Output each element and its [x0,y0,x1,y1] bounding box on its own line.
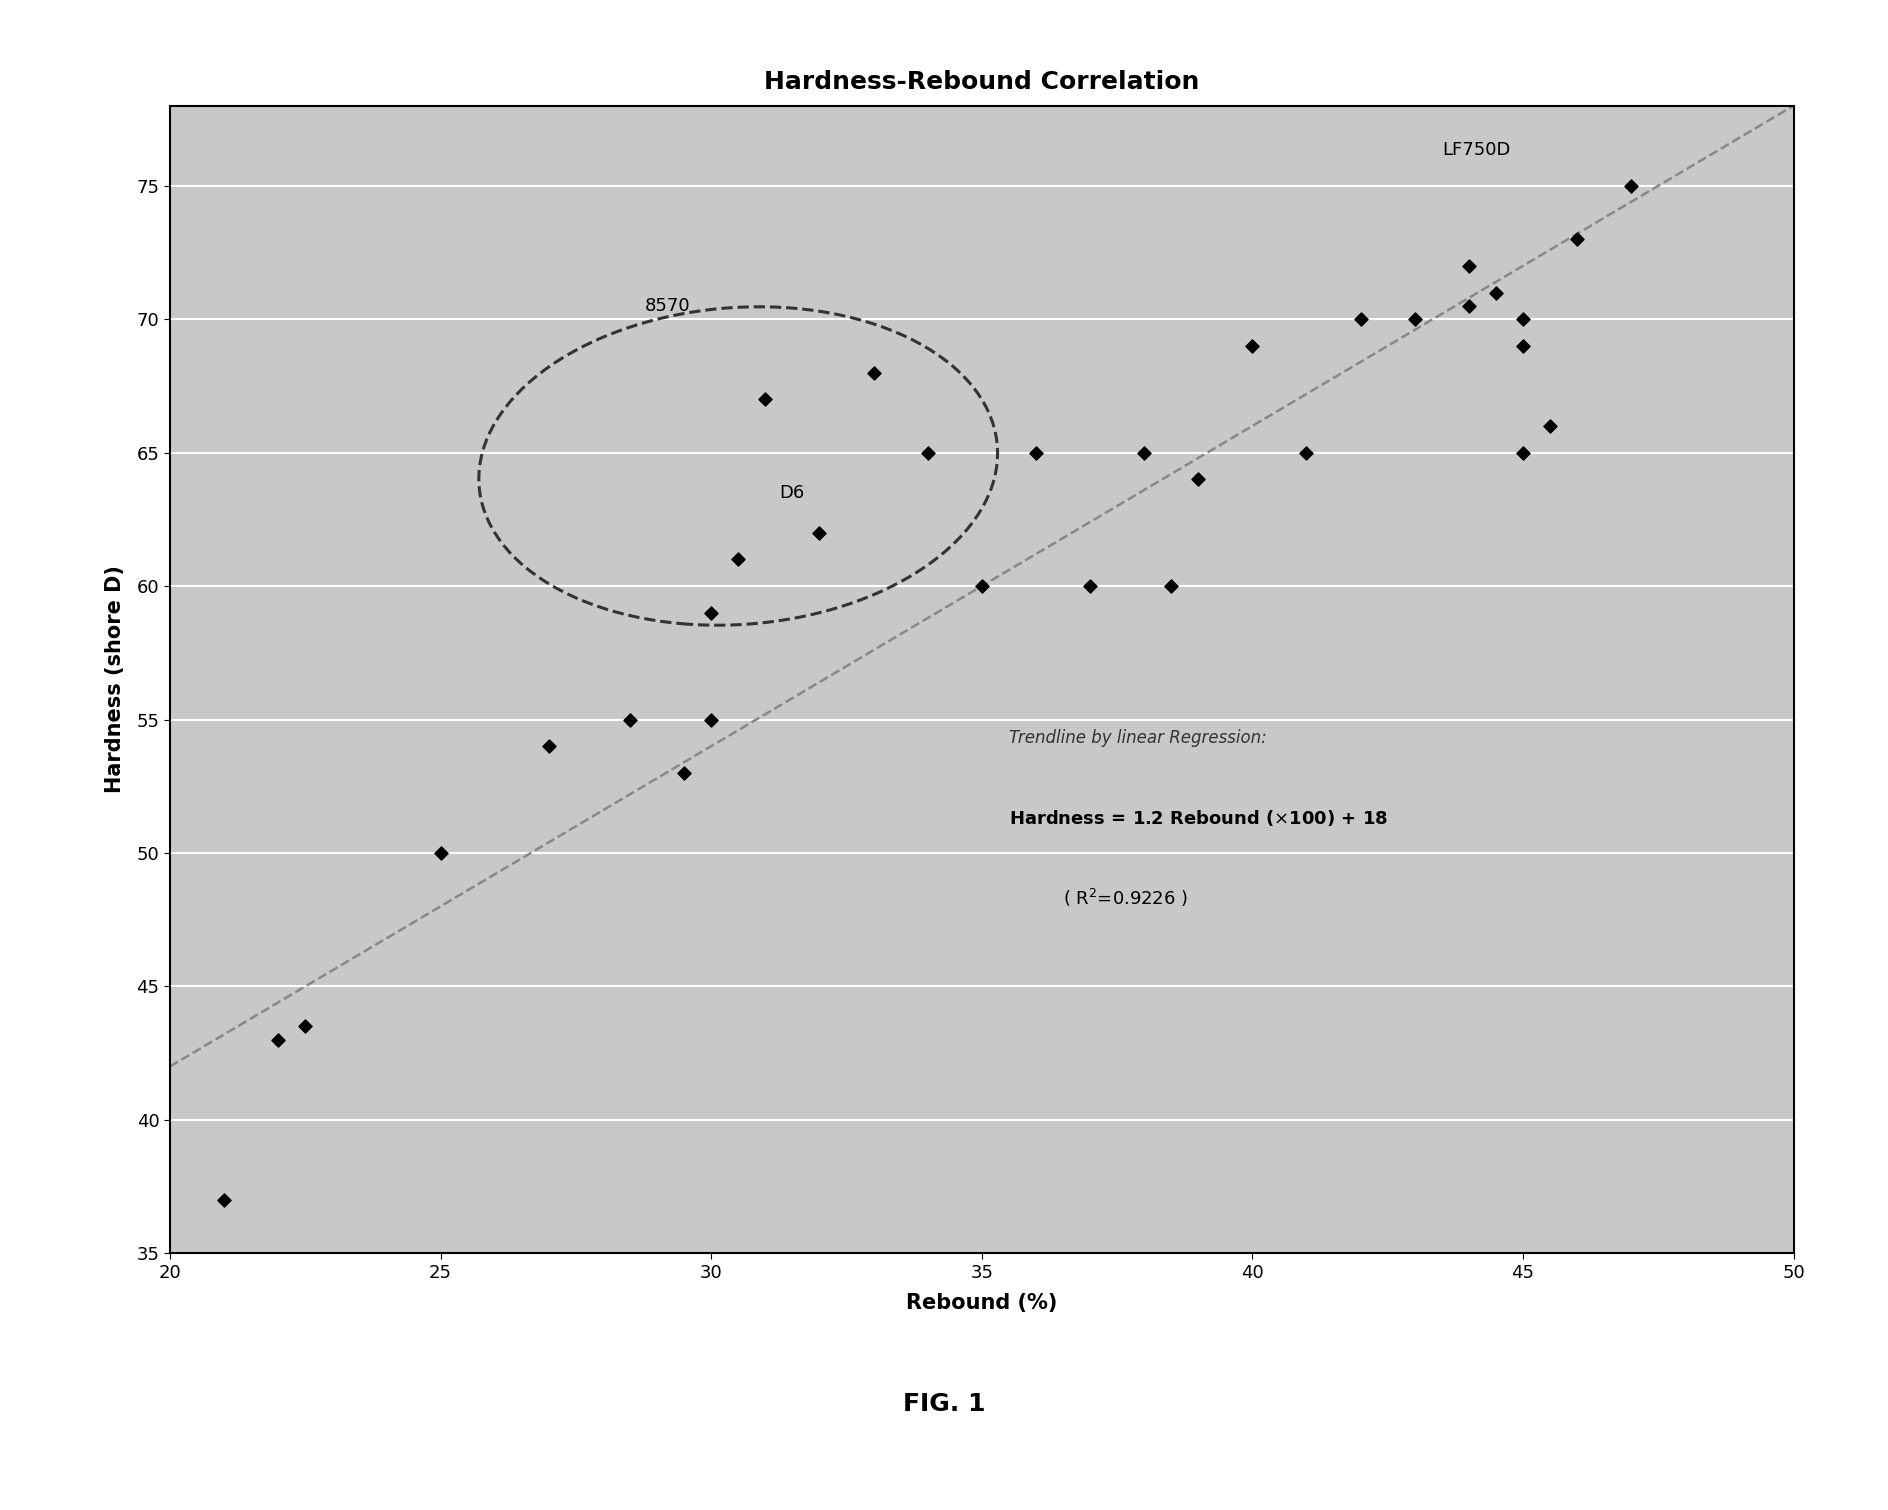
Text: D6: D6 [780,483,804,501]
Point [750,387,780,411]
Text: Hardness = 1.2 Rebound ($\times$100) + 18: Hardness = 1.2 Rebound ($\times$100) + 1… [1008,808,1388,829]
Text: ( R$^2$=0.9226 ): ( R$^2$=0.9226 ) [1063,888,1188,909]
Point [1509,441,1539,465]
Point [1535,414,1565,438]
Point [1129,441,1159,465]
Point [1021,441,1052,465]
Title: Hardness-Rebound Correlation: Hardness-Rebound Correlation [765,69,1199,94]
Text: LF750D: LF750D [1442,140,1510,159]
Point [723,547,753,571]
Point [1399,307,1429,331]
X-axis label: Rebound (%): Rebound (%) [906,1293,1057,1312]
Point [1454,254,1484,278]
Point [210,1188,240,1213]
Point [697,601,727,625]
Point [697,708,727,732]
Point [1184,467,1214,491]
Point [1561,226,1592,251]
Point [262,1028,293,1052]
Y-axis label: Hardness (shore D): Hardness (shore D) [106,566,125,793]
Point [1074,574,1104,598]
Point [425,841,455,865]
Text: 8570: 8570 [646,297,691,316]
Point [912,441,942,465]
Point [859,361,889,385]
Point [534,734,565,758]
Point [1509,307,1539,331]
Point [967,574,997,598]
Point [291,1015,321,1039]
Point [615,708,646,732]
Point [804,521,834,545]
Point [1509,334,1539,358]
Point [1291,441,1322,465]
Point [1616,174,1646,198]
Point [1346,307,1376,331]
Point [1454,294,1484,319]
Point [1155,574,1186,598]
Point [668,761,699,785]
Point [1480,281,1510,305]
Point [1237,334,1267,358]
Text: Trendline by linear Regression:: Trendline by linear Regression: [1008,729,1267,747]
Text: FIG. 1: FIG. 1 [902,1392,986,1416]
